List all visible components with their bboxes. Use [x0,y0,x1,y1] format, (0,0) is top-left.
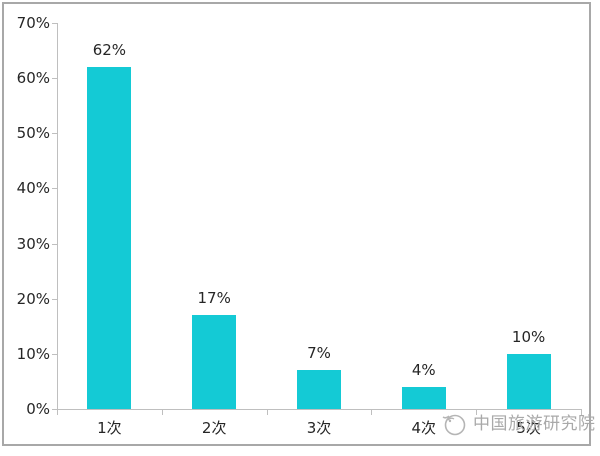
x-category-label: 5次 [516,419,541,437]
x-axis-tick [266,410,268,415]
bar-value-label: 10% [511,327,546,346]
y-tick-label: 40% [16,179,50,198]
y-axis-line [57,23,58,409]
bar [192,315,237,409]
bar-value-label: 4% [411,360,436,379]
y-axis-tick [52,243,57,245]
y-axis-tick [52,78,57,80]
x-axis-tick [57,410,58,415]
y-tick-label: 50% [16,124,50,143]
y-tick-label: 70% [16,14,50,32]
y-tick-label: 0% [26,400,50,418]
watermark-text: 中国旅游研究院 [473,413,596,434]
x-axis-tick [476,410,478,415]
x-category-label: 3次 [306,419,332,437]
y-tick-label: 10% [16,344,50,363]
y-tick-label: 60% [16,69,50,88]
x-axis-tick [371,410,373,415]
bar-value-label: 7% [307,344,331,363]
x-axis-line [57,409,582,410]
y-axis-tick [52,133,57,135]
y-axis-tick [52,188,57,190]
bar [87,67,132,409]
x-category-label: 2次 [201,419,227,437]
y-axis-tick [52,409,57,410]
x-category-label: 4次 [411,419,437,437]
bar-value-label: 17% [197,289,231,308]
bar [297,370,341,409]
x-category-label: 1次 [97,419,122,437]
watermark-logo-icon [442,414,466,436]
watermark: 中国旅游研究院 [441,410,596,437]
y-axis-tick [52,298,57,300]
x-axis-tick [161,410,163,415]
bar [506,353,551,409]
y-tick-label: 20% [16,289,50,308]
bar-value-label: 62% [92,41,127,60]
y-tick-label: 30% [16,234,50,253]
y-axis-tick [52,23,57,24]
x-axis-tick [581,410,582,415]
y-axis-tick [52,353,57,355]
bar [401,386,446,409]
